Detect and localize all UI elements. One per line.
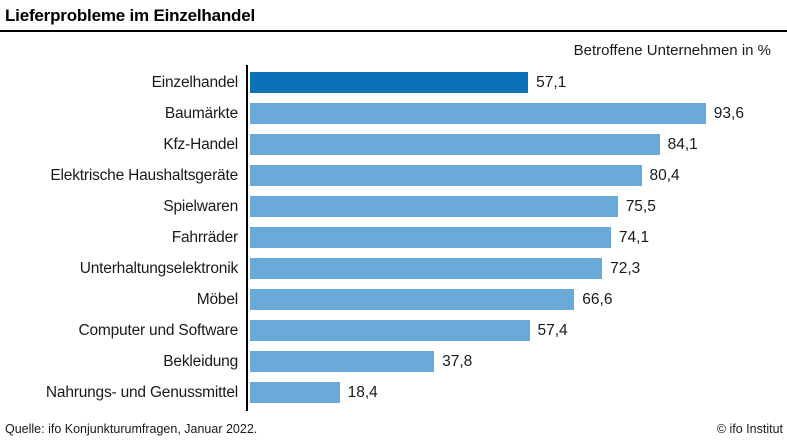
bar-track: 18,4 [247,382,787,403]
y-axis-line [246,65,248,411]
bar-track: 66,6 [247,289,787,310]
chart-rows: Einzelhandel 57,1 Baumärkte 93,6 Kfz-Han… [0,67,787,408]
bar-row: Fahrräder 74,1 [0,222,787,253]
value-label: 66,6 [582,290,613,308]
bar-row: Möbel 66,6 [0,284,787,315]
value-label: 75,5 [625,197,656,215]
page-title: Lieferprobleme im Einzelhandel [5,6,256,25]
bar [250,196,618,217]
value-label: 57,1 [536,73,567,91]
category-label: Unterhaltungselektronik [79,259,238,277]
bar-row: Spielwaren 75,5 [0,191,787,222]
bar-chart: Einzelhandel 57,1 Baumärkte 93,6 Kfz-Han… [0,65,787,411]
bar [250,165,642,186]
bar-track: 80,4 [247,165,787,186]
bar-track: 37,8 [247,351,787,372]
bar-track: 72,3 [247,258,787,279]
bar-row: Baumärkte 93,6 [0,98,787,129]
chart-subtitle: Betroffene Unternehmen in % [573,42,771,59]
category-label: Kfz-Handel [163,135,238,153]
source-note: Quelle: ifo Konjunkturumfragen, Januar 2… [5,422,258,436]
bar [250,351,435,372]
bar-row: Einzelhandel 57,1 [0,67,787,98]
header: Lieferprobleme im Einzelhandel [0,0,787,27]
bar-row: Unterhaltungselektronik 72,3 [0,253,787,284]
value-label: 80,4 [649,166,680,184]
value-label: 84,1 [667,135,698,153]
bar-row: Nahrungs- und Genussmittel 18,4 [0,377,787,408]
bar [250,134,660,155]
category-label: Fahrräder [171,228,238,246]
category-label: Computer und Software [78,321,239,339]
value-label: 74,1 [618,228,650,246]
bar [250,289,575,310]
bar-row: Bekleidung 37,8 [0,346,787,377]
copyright-note: © ifo Institut [716,422,783,436]
title-rule [0,30,787,32]
value-label: 72,3 [610,259,641,277]
bar-row: Elektrische Haushaltsgeräte 80,4 [0,160,787,191]
bar [250,320,530,341]
bar-track: 74,1 [247,227,787,248]
value-label: 18,4 [347,383,378,401]
bar-track: 93,6 [247,103,787,124]
bar-track: 75,5 [247,196,787,217]
category-label: Möbel [196,290,238,308]
bar-track: 57,1 [247,72,787,93]
bar-row: Computer und Software 57,4 [0,315,787,346]
bar-track: 57,4 [247,320,787,341]
category-label: Baumärkte [164,104,238,122]
value-label: 37,8 [442,352,473,370]
category-label: Bekleidung [163,352,238,370]
category-label: Spielwaren [163,197,238,215]
category-label: Nahrungs- und Genussmittel [45,383,238,401]
bar-row: Kfz-Handel 84,1 [0,129,787,160]
footer: Quelle: ifo Konjunkturumfragen, Januar 2… [0,421,787,437]
bar [250,227,611,248]
value-label: 57,4 [537,321,568,339]
bar [250,382,340,403]
value-label: 93,6 [713,104,744,122]
bar-track: 84,1 [247,134,787,155]
category-label: Elektrische Haushaltsgeräte [50,166,238,184]
bar [250,103,706,124]
category-label: Einzelhandel [151,73,239,91]
bar [250,258,603,279]
bar [250,72,529,93]
